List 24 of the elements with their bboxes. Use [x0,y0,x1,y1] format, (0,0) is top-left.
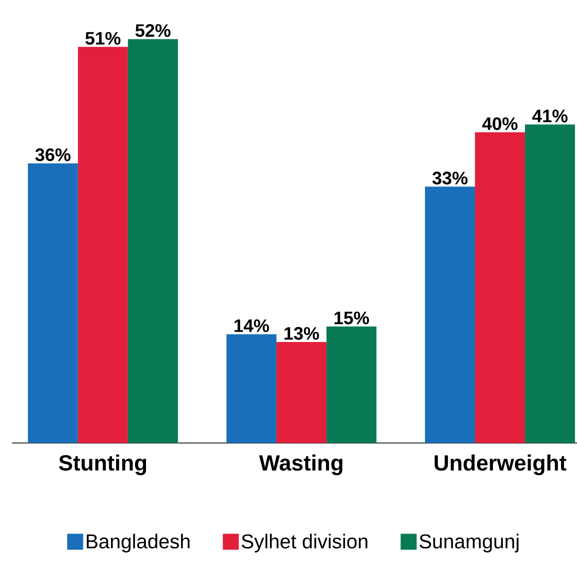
data-label: 51% [85,32,120,45]
bar [128,39,178,443]
bar [28,163,78,443]
bar [226,334,276,443]
data-label: 41% [532,110,568,122]
bar [78,46,128,443]
data-label: 15% [334,312,369,324]
bar [474,132,525,443]
data-label: 40% [482,117,518,130]
data-label: 36% [35,148,70,162]
bar [424,186,475,443]
data-label: 33% [432,172,468,184]
data-label: 14% [234,319,269,332]
legend-label: Sunamgunj [420,534,518,552]
legend-label: Bangladesh [86,534,190,552]
bar [524,124,575,443]
data-label: 52% [135,24,170,37]
x-tick-label: Stunting [58,454,146,476]
data-label: 13% [284,327,319,340]
legend-label: Sylhet division [242,534,368,552]
bar [326,326,376,443]
x-tick-label: Wasting [259,454,342,476]
bar [276,342,326,443]
x-tick-label: Underweight [434,454,566,476]
